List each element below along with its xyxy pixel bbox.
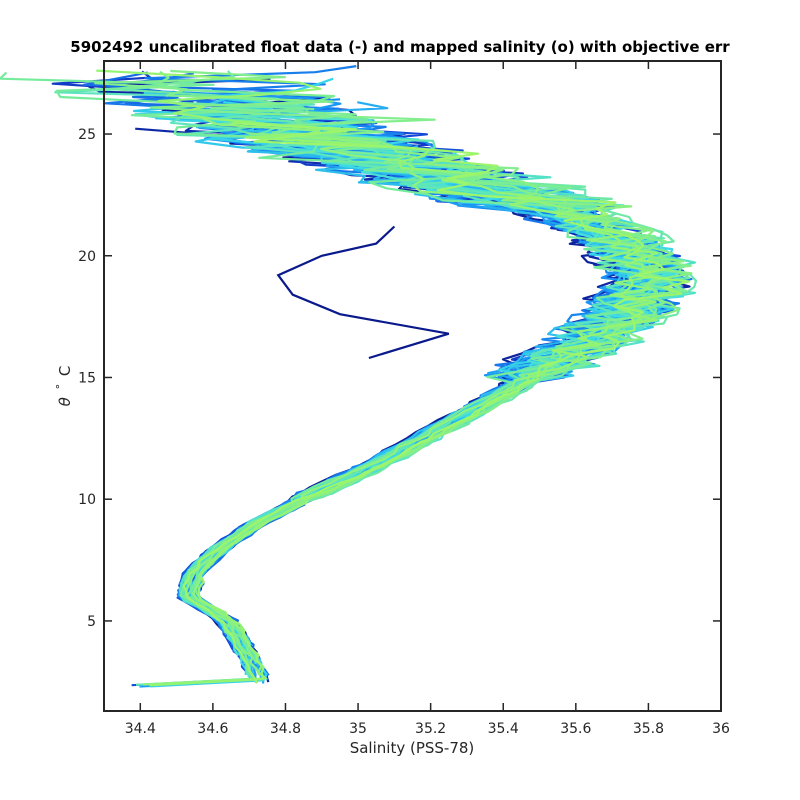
x-tick-label: 34.6 — [197, 721, 228, 737]
profile-lines — [0, 65, 698, 688]
x-tick-label: 34.8 — [270, 721, 301, 737]
y-axis: 5 10 15 20 25 — [78, 127, 721, 630]
profile-line — [182, 122, 691, 684]
y-axis-label-unit: C — [56, 366, 74, 376]
y-axis-label-symbol: θ — [56, 397, 74, 406]
svg-text:θ ° C: θ ° C — [50, 366, 74, 407]
x-tick-label: 35.8 — [633, 721, 664, 737]
y-tick-label: 15 — [78, 370, 96, 386]
y-tick-label: 20 — [78, 249, 96, 265]
y-axis-label-degree: ° — [54, 384, 67, 390]
y-tick-label: 10 — [78, 492, 96, 508]
x-tick-label: 35.6 — [560, 721, 591, 737]
x-tick-label: 35.4 — [488, 721, 519, 737]
x-axis: 34.4 34.6 34.8 35 35.2 35.4 35.6 35.8 36 — [125, 61, 730, 737]
profile-line — [96, 69, 659, 687]
x-axis-label: Salinity (PSS-78) — [350, 739, 475, 757]
x-tick-label: 35 — [349, 721, 367, 737]
axes-box — [103, 60, 722, 712]
y-axis-label: θ ° C — [50, 366, 74, 407]
chart-title: 5902492 uncalibrated float data (-) and … — [70, 38, 730, 56]
y-tick-label: 25 — [78, 127, 96, 143]
profile-line — [156, 70, 688, 682]
profile-line — [143, 117, 654, 686]
y-tick-label: 5 — [87, 614, 96, 630]
anomalous-profile-line — [276, 225, 450, 360]
x-tick-label: 35.2 — [415, 721, 446, 737]
x-tick-label: 34.4 — [125, 721, 156, 737]
x-tick-label: 36 — [712, 721, 730, 737]
